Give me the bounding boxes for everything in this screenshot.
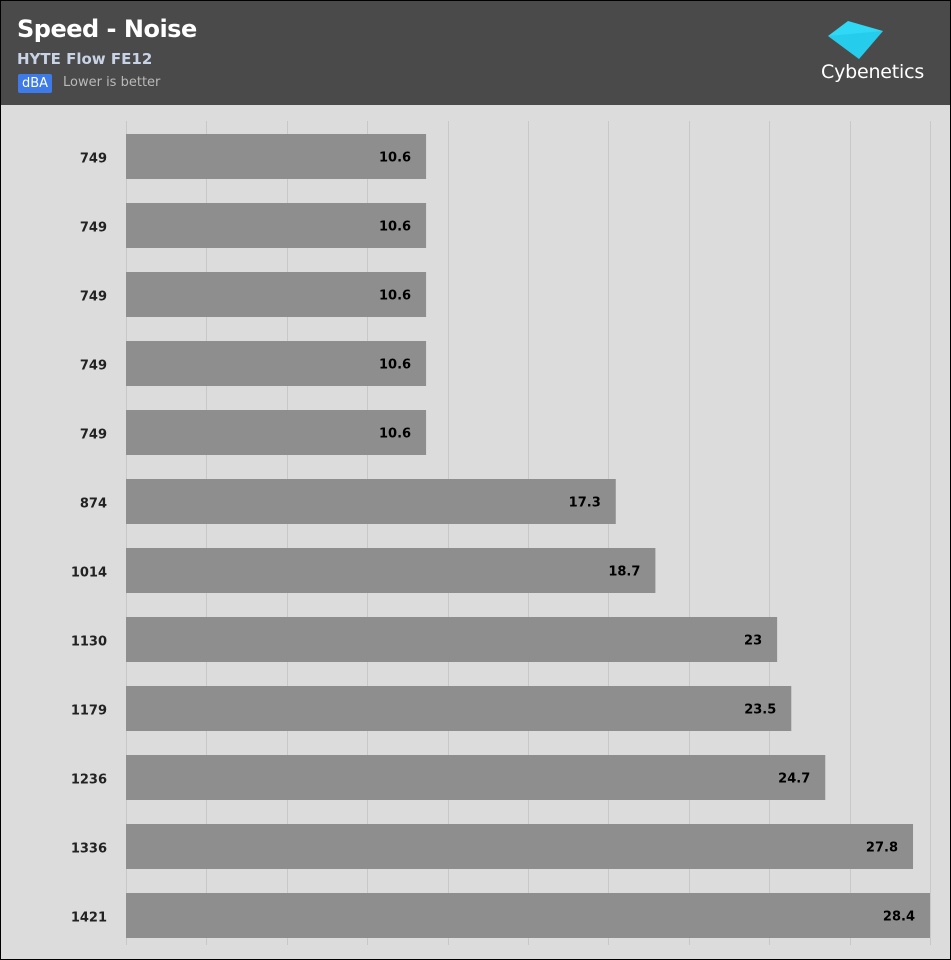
- bar: [126, 893, 930, 938]
- bar-value-label: 23: [744, 634, 762, 649]
- category-label: 749: [80, 221, 107, 236]
- category-label: 1236: [71, 773, 107, 788]
- unit-badge: dBA: [18, 74, 53, 93]
- bar: [126, 410, 427, 455]
- bar: [126, 617, 778, 662]
- category-label: 1421: [71, 911, 107, 926]
- bar-chart-plot: 10.6 749 10.6 749 10.6 749 10.6 749 10.6 749 17.3 8…: [71, 121, 931, 945]
- category-label: 749: [80, 428, 107, 443]
- bar-value-label: 18.7: [608, 565, 640, 580]
- category-label: 749: [80, 290, 107, 305]
- lower-is-better-note: Lower is better: [63, 75, 161, 90]
- category-label: 1130: [71, 635, 107, 650]
- bar: [126, 341, 427, 386]
- bar: [126, 548, 656, 593]
- bar: [126, 479, 616, 524]
- bar-value-label: 10.6: [379, 151, 411, 166]
- bar-value-label: 17.3: [569, 496, 601, 511]
- bar-value-label: 24.7: [778, 772, 810, 787]
- category-label: 1179: [71, 704, 107, 719]
- bar-value-label: 28.4: [883, 910, 915, 925]
- bar-value-label: 10.6: [379, 427, 411, 442]
- chart-title: Speed - Noise: [17, 15, 197, 43]
- bar: [126, 272, 427, 317]
- bar: [126, 203, 427, 248]
- bar-value-label: 10.6: [379, 220, 411, 235]
- category-label: 749: [80, 152, 107, 167]
- bar: [126, 134, 427, 179]
- bar-value-label: 10.6: [379, 289, 411, 304]
- cybenetics-logo-icon: [828, 21, 883, 59]
- bar-value-label: 23.5: [744, 703, 776, 718]
- bar: [126, 755, 826, 800]
- bar-value-label: 10.6: [379, 358, 411, 373]
- bar: [126, 686, 792, 731]
- category-label: 1014: [71, 566, 107, 581]
- category-label: 749: [80, 359, 107, 374]
- category-label: 874: [80, 497, 107, 512]
- category-label: 1336: [71, 842, 107, 857]
- chart-header: Speed - Noise HYTE Flow FE12 dBA Lower i…: [1, 1, 950, 105]
- chart-subtitle: HYTE Flow FE12: [17, 50, 153, 68]
- cybenetics-logo-text: Cybenetics: [821, 61, 925, 83]
- bar-value-label: 27.8: [866, 841, 898, 856]
- bar: [126, 824, 914, 869]
